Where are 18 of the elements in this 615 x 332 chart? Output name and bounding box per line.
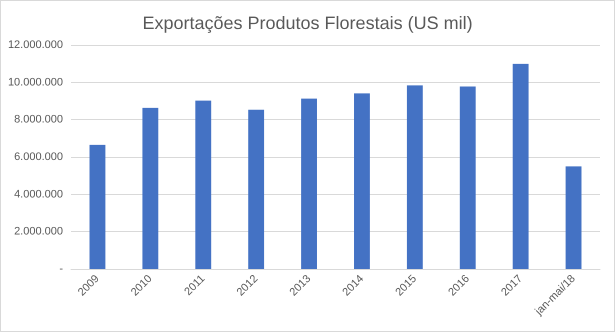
bar: [354, 93, 370, 269]
y-tick-label: 12.000.000: [8, 39, 63, 51]
bar: [142, 108, 158, 269]
y-tick-label: -: [59, 263, 64, 275]
y-tick-label: 6.000.000: [14, 151, 63, 163]
bar: [90, 144, 106, 269]
y-tick-label: 2.000.000: [14, 226, 63, 238]
bar: [566, 166, 582, 269]
bar: [406, 85, 423, 269]
y-tick-label: 10.000.000: [8, 76, 63, 88]
y-tick-label: 8.000.000: [14, 114, 63, 126]
bar: [460, 86, 476, 269]
bar: [195, 100, 212, 269]
bar: [248, 110, 264, 269]
y-tick-label: 4.000.000: [14, 188, 63, 200]
bar: [301, 98, 317, 269]
chart-title: Exportações Produtos Florestais (US mil): [142, 13, 473, 33]
bar: [512, 64, 529, 269]
